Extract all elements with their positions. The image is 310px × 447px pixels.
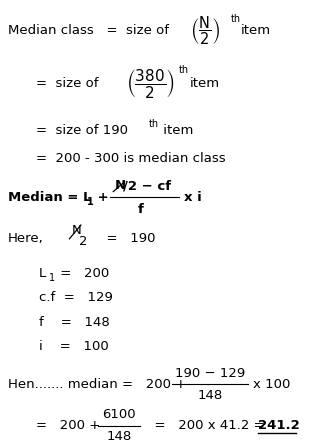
Text: =   200 +: = 200 + bbox=[36, 419, 100, 432]
Text: =  size of: = size of bbox=[36, 77, 99, 90]
Text: 1: 1 bbox=[50, 273, 55, 283]
Text: 148: 148 bbox=[198, 388, 223, 402]
Text: =   200: = 200 bbox=[56, 267, 109, 280]
Text: =  size of 190: = size of 190 bbox=[36, 124, 128, 137]
Text: item: item bbox=[189, 77, 219, 90]
Text: +: + bbox=[93, 191, 113, 204]
Text: x i: x i bbox=[184, 191, 202, 204]
Text: =  200 - 300 is median class: = 200 - 300 is median class bbox=[36, 152, 226, 164]
Text: N: N bbox=[115, 179, 126, 192]
Text: L: L bbox=[39, 267, 46, 280]
Text: 2: 2 bbox=[79, 235, 87, 248]
Text: th: th bbox=[230, 14, 241, 25]
Text: f    =   148: f = 148 bbox=[39, 316, 110, 329]
Text: =   200 x 41.2 =: = 200 x 41.2 = bbox=[146, 419, 264, 432]
Text: c.f  =   129: c.f = 129 bbox=[39, 291, 113, 304]
Text: Median class   =  size of: Median class = size of bbox=[7, 24, 169, 37]
Text: 148: 148 bbox=[106, 430, 132, 443]
Text: f: f bbox=[138, 203, 144, 216]
Text: i    =   100: i = 100 bbox=[39, 341, 109, 354]
Text: 1: 1 bbox=[86, 198, 93, 207]
Text: 6100: 6100 bbox=[102, 408, 136, 422]
Text: 241.2: 241.2 bbox=[258, 419, 300, 432]
Text: Hen....... median =   200 +: Hen....... median = 200 + bbox=[7, 378, 186, 391]
Text: 190 − 129: 190 − 129 bbox=[175, 367, 246, 380]
Text: $\left(\dfrac{\mathrm{N}}{2}\right)$: $\left(\dfrac{\mathrm{N}}{2}\right)$ bbox=[190, 14, 220, 46]
Text: item: item bbox=[241, 24, 271, 37]
Text: x 100: x 100 bbox=[253, 378, 291, 391]
Text: Here,: Here, bbox=[7, 232, 43, 245]
Text: Median = L: Median = L bbox=[7, 191, 91, 204]
Text: /2 − cf: /2 − cf bbox=[123, 179, 171, 192]
Text: $\left(\dfrac{380}{2}\right)$: $\left(\dfrac{380}{2}\right)$ bbox=[126, 67, 175, 100]
Text: N: N bbox=[71, 224, 81, 237]
Text: item: item bbox=[159, 124, 193, 137]
Text: =   190: = 190 bbox=[98, 232, 156, 245]
Text: th: th bbox=[179, 65, 189, 75]
Text: th: th bbox=[148, 119, 159, 129]
